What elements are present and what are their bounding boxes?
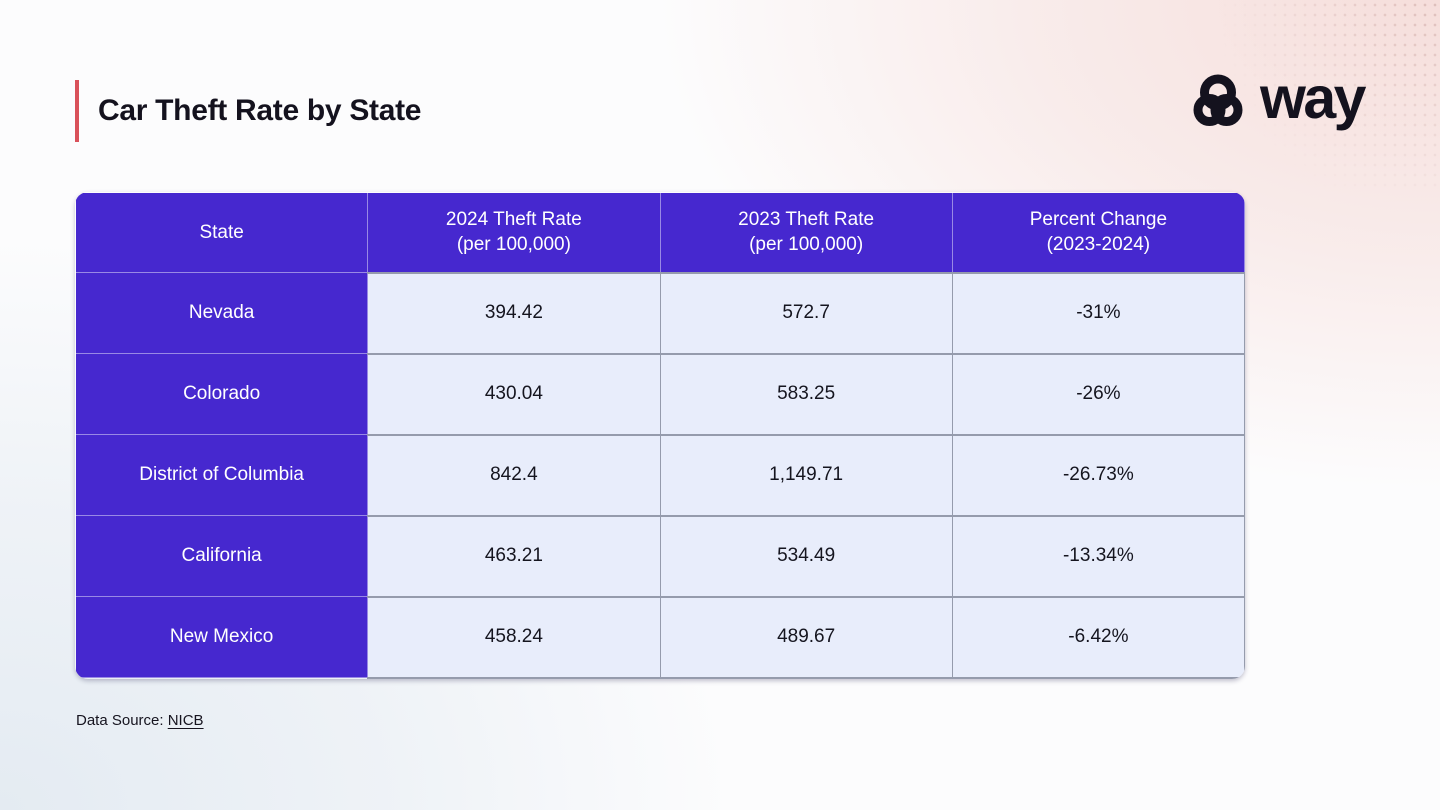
cell-percent-change: -13.34% [951,514,1245,598]
cell-2023-rate: 489.67 [659,595,953,679]
cell-2024-rate: 430.04 [367,352,661,436]
data-source-link[interactable]: NICB [167,712,204,729]
page-title: Car Theft Rate by State [98,94,422,127]
cell-state: District of Columbia [75,434,369,516]
cell-percent-change: -31% [951,271,1245,355]
cell-2024-rate: 463.21 [367,514,661,598]
cell-state: New Mexico [75,596,369,678]
corner-dot-texture [1210,0,1440,190]
title-accent-bar [75,80,79,142]
cell-state: California [75,515,369,597]
column-header-2024-rate: 2024 Theft Rate (per 100,000) [367,192,661,273]
cell-2024-rate: 394.42 [367,271,661,355]
cell-state: Nevada [75,272,369,354]
cell-percent-change: -26% [951,352,1245,436]
column-header-sub: (per 100,000) [456,234,571,256]
theft-rate-table: State 2024 Theft Rate (per 100,000) 2023… [75,192,1245,679]
column-header-2023-rate: 2023 Theft Rate (per 100,000) [659,192,953,273]
table-row-district-of-columbia: District of Columbia 842.4 1,149.71 -26.… [75,433,1245,517]
cell-2024-rate: 458.24 [367,595,661,679]
column-header-label: State [199,221,244,243]
table-row-nevada: Nevada 394.42 572.7 -31% [75,271,1245,355]
column-header-label: 2024 Theft Rate [445,208,582,230]
cell-2023-rate: 534.49 [659,514,953,598]
column-header-sub: (2023-2024) [1046,234,1151,256]
column-header-label: 2023 Theft Rate [738,208,875,230]
cell-state: Colorado [75,353,369,435]
cell-percent-change: -26.73% [951,433,1245,517]
table-row-colorado: Colorado 430.04 583.25 -26% [75,352,1245,436]
cell-2024-rate: 842.4 [367,433,661,517]
trefoil-knot-icon [1193,74,1243,126]
cell-2023-rate: 583.25 [659,352,953,436]
column-header-state: State [75,192,369,273]
cell-percent-change: -6.42% [951,595,1245,679]
cell-2023-rate: 1,149.71 [659,433,953,517]
way-logo: way [1186,65,1367,134]
data-source-label: Data Source: [76,712,164,729]
table-header-row: State 2024 Theft Rate (per 100,000) 2023… [75,192,1245,273]
column-header-label: Percent Change [1029,208,1168,230]
cell-2023-rate: 572.7 [659,271,953,355]
column-header-sub: (per 100,000) [749,234,864,256]
way-wordmark: way [1259,65,1367,131]
data-source-line: Data Source: NICB [76,712,204,729]
table-row-new-mexico: New Mexico 458.24 489.67 -6.42% [75,595,1245,679]
column-header-percent-change: Percent Change (2023-2024) [951,192,1245,273]
table-row-california: California 463.21 534.49 -13.34% [75,514,1245,598]
title-block: Car Theft Rate by State [75,80,421,142]
theft-rate-table-container: State 2024 Theft Rate (per 100,000) 2023… [75,192,1245,679]
